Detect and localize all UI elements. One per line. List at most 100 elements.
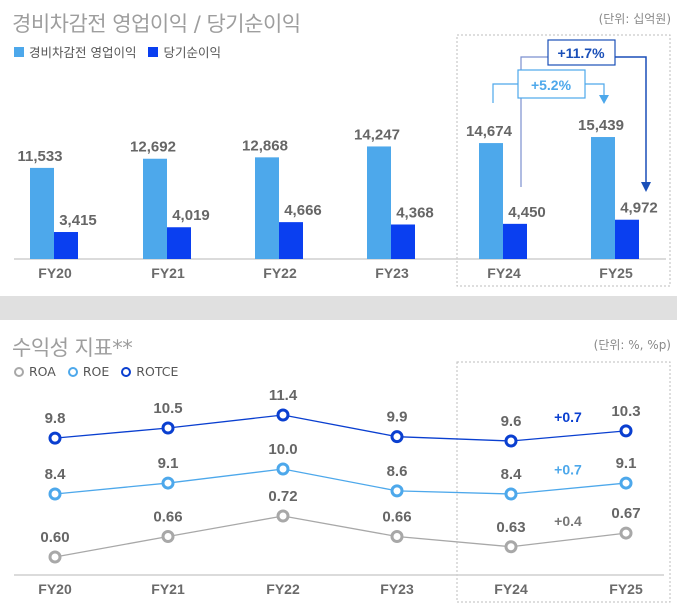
bottom-chart-unit: (단위: %, %p): [593, 338, 671, 352]
annotation-arrowhead: [599, 95, 609, 104]
annotation-arrowhead: [641, 182, 651, 192]
legend-item-roe: ROE: [67, 364, 110, 379]
bar-value-label: 14,247: [354, 126, 400, 143]
bar-value-label: 4,450: [508, 204, 546, 221]
data-point-label: 0.66: [382, 509, 411, 526]
x-tick-label: FY24: [494, 581, 528, 597]
bar-value-label: 15,439: [578, 117, 624, 134]
data-point-roa: [390, 530, 404, 543]
x-tick-label: FY25: [599, 265, 633, 281]
data-point-label: 8.4: [45, 466, 67, 483]
data-point-rotce: [390, 430, 404, 444]
bar-value-label: 4,666: [284, 202, 322, 219]
bar-value-label: 14,674: [466, 123, 513, 140]
data-point-roe: [161, 476, 175, 490]
legend-marker: [121, 366, 132, 377]
data-point-label: 0.67: [611, 505, 640, 522]
series-line-roa: [54, 515, 627, 558]
delta-label-rotce: +0.7: [554, 409, 582, 425]
bar-operating-profit: [479, 143, 503, 259]
data-point-label: 10.0: [268, 441, 297, 458]
bar-value-label: 12,692: [130, 139, 176, 156]
data-point-label: 0.63: [496, 519, 525, 536]
annotation-connector: [520, 56, 548, 187]
x-tick-label: FY24: [487, 265, 521, 281]
data-point-roe: [276, 462, 290, 476]
data-point-label: 0.60: [40, 529, 69, 546]
data-point-label: 10.5: [153, 400, 182, 417]
legend-label: ROA: [29, 364, 56, 379]
data-point-label: 9.8: [45, 410, 66, 427]
x-tick-label: FY20: [38, 581, 72, 597]
x-tick-label: FY23: [375, 265, 409, 281]
bar-net-income: [54, 232, 78, 259]
data-point-label: 9.9: [387, 409, 408, 426]
data-point-roa: [504, 540, 518, 554]
bar-net-income: [615, 219, 639, 259]
legend-label: 경비차감전 영업이익: [29, 45, 137, 60]
legend-item-operating-profit: 경비차감전 영업이익: [14, 42, 136, 61]
legend-swatch: [14, 46, 24, 57]
annotation-label: +5.2%: [531, 77, 572, 93]
data-point-label: 8.6: [387, 463, 408, 480]
data-point-roe: [619, 476, 633, 490]
top-chart-unit: (단위: 십억원): [598, 12, 671, 26]
data-point-roa: [48, 550, 62, 564]
bottom-chart-legend: ROA ROE ROTCE: [14, 364, 178, 379]
annotation-connector: [615, 56, 647, 183]
data-point-label: 9.6: [501, 413, 522, 430]
bar-net-income: [391, 224, 415, 259]
data-point-label: 9.1: [616, 455, 637, 472]
series-line-roe: [54, 468, 627, 495]
x-tick-label: FY25: [609, 581, 643, 597]
x-tick-label: FY21: [151, 265, 185, 281]
legend-label: 당기순이익: [163, 45, 221, 60]
data-point-roa: [276, 509, 290, 523]
bar-value-label: 12,868: [242, 137, 288, 154]
top-chart-legend: 경비차감전 영업이익 당기순이익: [14, 42, 221, 61]
series-line-rotce: [54, 414, 627, 442]
bar-value-label: 3,415: [59, 212, 97, 229]
bar-chart: 11,533 3,415 FY20 12,692 4,019 FY21 12,868 4,66…: [14, 34, 671, 287]
highlight-box: [456, 361, 671, 603]
annotation-connector: [585, 83, 605, 95]
data-point-roa: [619, 526, 633, 540]
bar-net-income: [167, 227, 191, 259]
bar-value-label: 4,972: [620, 200, 658, 217]
top-chart-title: 경비차감전 영업이익 / 당기순이익: [12, 12, 301, 36]
data-point-roa: [161, 530, 175, 543]
legend-item-net-income: 당기순이익: [148, 42, 221, 61]
legend-item-rotce: ROTCE: [121, 364, 178, 379]
data-point-roe: [48, 487, 62, 501]
x-tick-label: FY22: [263, 265, 297, 281]
annotation-connector: [492, 83, 518, 103]
annotation-box: [547, 39, 616, 66]
data-point-label: 11.4: [269, 387, 298, 404]
bar-value-label: 4,368: [396, 204, 434, 221]
bar-operating-profit: [367, 146, 391, 259]
x-tick-label: FY20: [38, 265, 72, 281]
bar-value-label: 4,019: [172, 207, 210, 224]
annotation-box: [517, 69, 586, 99]
data-point-label: 0.66: [153, 509, 182, 526]
data-point-label: 10.3: [611, 403, 640, 420]
bar-net-income: [503, 223, 527, 259]
bar-operating-profit: [591, 137, 615, 259]
bar-operating-profit: [255, 157, 279, 259]
bar-value-label: 11,533: [17, 148, 62, 165]
x-tick-label: FY23: [380, 581, 414, 597]
data-point-roe: [504, 487, 518, 501]
legend-label: ROE: [82, 364, 110, 379]
delta-label-roa: +0.4: [554, 513, 582, 529]
legend-swatch: [148, 46, 159, 57]
delta-label-roe: +0.7: [554, 462, 582, 478]
legend-marker: [14, 366, 24, 377]
data-point-label: 9.1: [158, 455, 179, 472]
x-tick-label: FY22: [266, 581, 300, 597]
legend-marker: [67, 366, 78, 377]
bar-operating-profit: [143, 158, 167, 259]
section-divider: [0, 296, 677, 320]
data-point-rotce: [504, 434, 518, 448]
data-point-roe: [390, 484, 404, 498]
